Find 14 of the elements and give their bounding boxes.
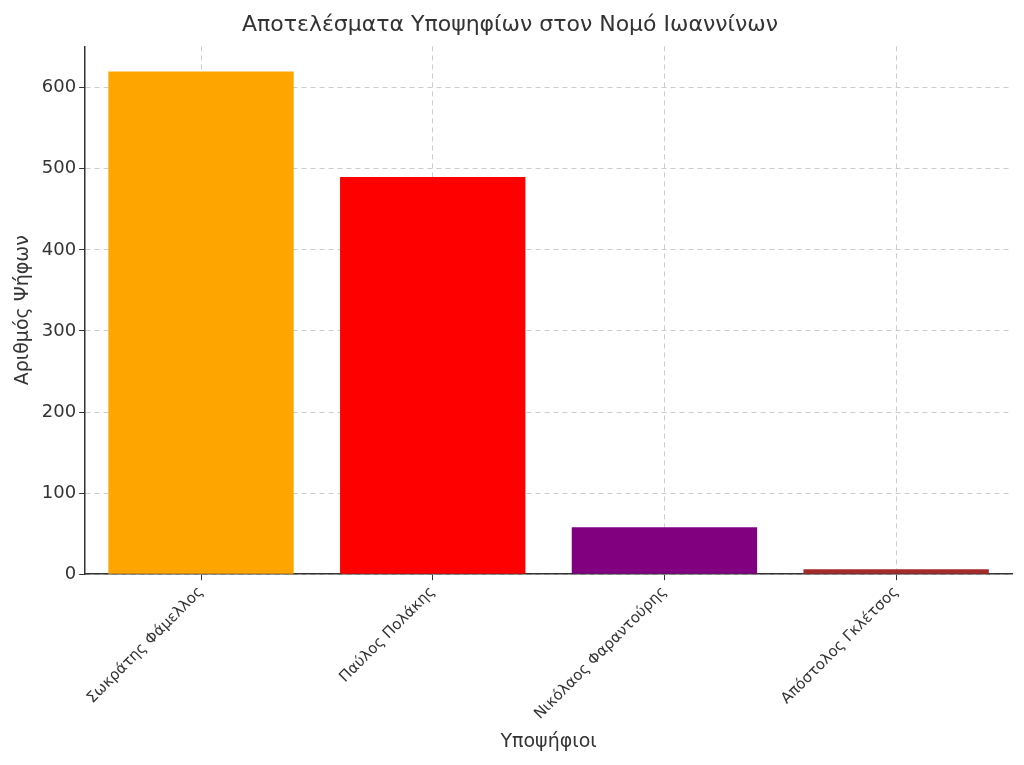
bar (571, 527, 758, 574)
y-tick-label: 0 (64, 561, 77, 583)
y-axis-title: Αριθμός Ψήφων (10, 235, 33, 386)
y-tick-label: 100 (41, 480, 77, 502)
y-tick-label: 600 (41, 75, 77, 97)
y-tick-label: 300 (41, 318, 77, 340)
chart-title: Αποτελέσματα Υποψηφίων στον Νομό Ιωαννίνων (242, 10, 778, 36)
y-tick-label: 500 (41, 156, 77, 178)
bar (108, 71, 294, 574)
x-axis-title: Υποψήφιοι (499, 728, 597, 751)
y-tick-label: 400 (41, 237, 77, 259)
bar (803, 569, 989, 574)
bar (340, 176, 526, 574)
y-tick-label: 200 (41, 399, 77, 421)
